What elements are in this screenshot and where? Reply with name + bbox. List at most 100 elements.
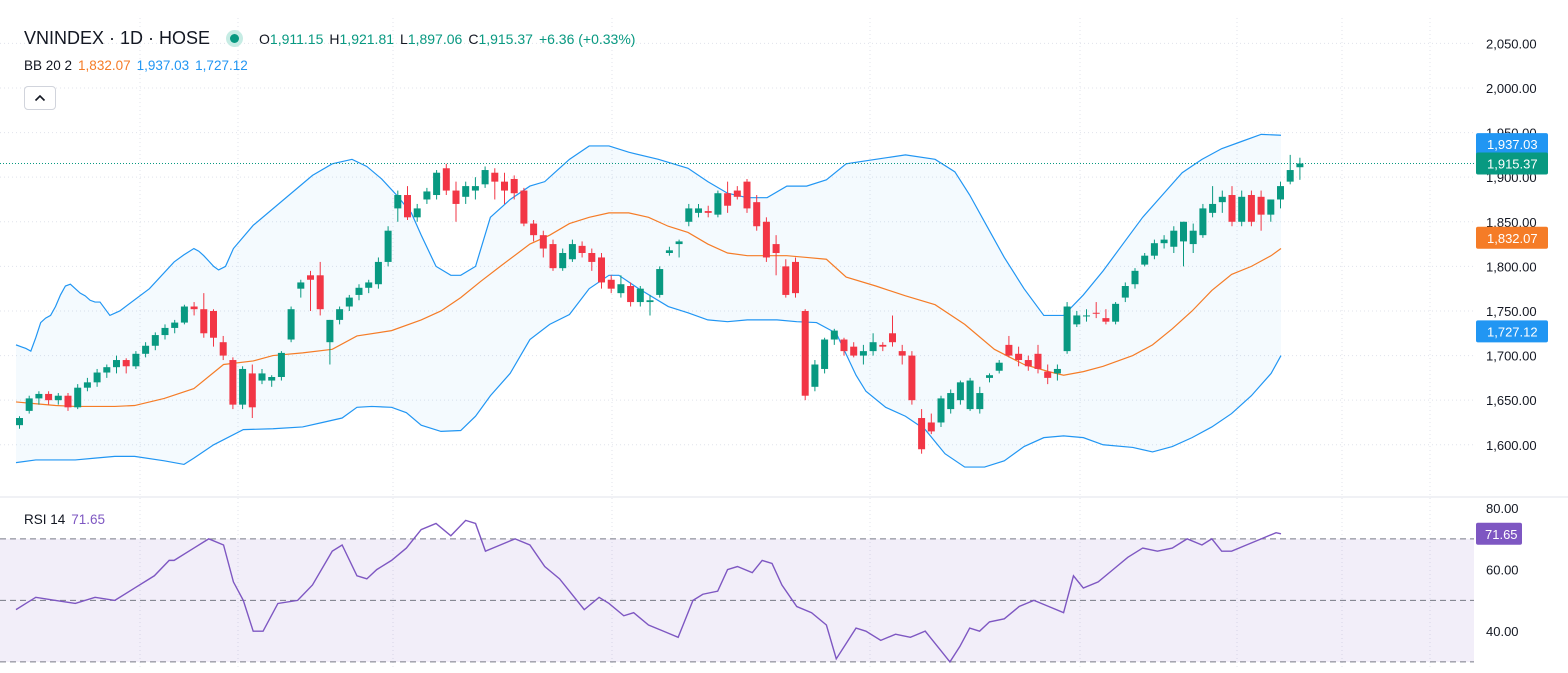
- candle-body: [277, 352, 285, 377]
- candle: [1044, 364, 1052, 385]
- rsi-legend[interactable]: RSI 14 71.65: [24, 512, 105, 527]
- bb-basis-value: 1,832.07: [78, 58, 131, 73]
- candle-body: [598, 257, 605, 283]
- candle: [646, 294, 654, 316]
- candle: [607, 275, 615, 294]
- candle-body: [704, 211, 712, 213]
- candle-body: [404, 195, 411, 218]
- candle: [190, 302, 198, 316]
- candle-body: [627, 286, 635, 303]
- candle: [656, 266, 664, 298]
- candle: [1005, 335, 1013, 358]
- candle-body: [210, 310, 217, 338]
- candle: [665, 246, 673, 256]
- candle-body: [724, 193, 732, 206]
- candle-body: [559, 253, 567, 269]
- candle-body: [811, 364, 819, 387]
- candle-body: [840, 339, 848, 352]
- candle: [394, 190, 402, 222]
- candle: [578, 241, 586, 258]
- candle: [45, 391, 53, 405]
- price-badge-label: 1,937.03: [1487, 137, 1538, 152]
- candle-body: [1015, 353, 1023, 361]
- price-tick-label: 1,750.00: [1486, 304, 1537, 319]
- candle-body: [753, 202, 761, 227]
- price-badge-label: 1,915.37: [1487, 156, 1538, 171]
- candle: [297, 279, 305, 298]
- candle: [1092, 302, 1100, 319]
- candle-body: [190, 306, 198, 310]
- candle: [433, 170, 441, 200]
- candle: [287, 306, 295, 343]
- candle-body: [423, 191, 431, 200]
- candle: [714, 190, 722, 218]
- candle: [792, 257, 799, 298]
- change-value: +6.36 (+0.33%): [538, 31, 636, 47]
- candle-body: [442, 168, 450, 191]
- candle: [1160, 235, 1168, 249]
- collapse-legend-button[interactable]: [24, 86, 56, 110]
- candle-body: [1257, 196, 1265, 215]
- candle-body: [510, 178, 518, 194]
- candle-body: [1170, 230, 1178, 247]
- low-value: 1,897.06: [407, 31, 463, 47]
- candle-body: [743, 181, 751, 209]
- bb-label: BB 20 2: [24, 58, 73, 73]
- symbol-title: VNINDEX · 1D · HOSE: [24, 28, 211, 48]
- candle-body: [986, 375, 993, 378]
- candle-body: [976, 393, 984, 410]
- rsi-tick-label: 80.00: [1486, 501, 1519, 516]
- candle: [782, 259, 790, 298]
- candle: [889, 315, 896, 347]
- candle: [976, 386, 984, 414]
- candle-body: [326, 319, 334, 343]
- candle: [753, 195, 761, 231]
- candle-body: [54, 395, 62, 401]
- candle-body: [821, 339, 829, 369]
- candle-body: [1160, 239, 1168, 244]
- candle: [345, 294, 353, 311]
- candle: [530, 219, 538, 242]
- candle-body: [103, 367, 111, 373]
- candle: [627, 282, 635, 307]
- price-badge: 1,915.37: [1476, 152, 1548, 175]
- candle: [501, 172, 508, 204]
- bb-legend[interactable]: BB 20 2 1,832.07 1,937.03 1,727.12: [24, 58, 248, 73]
- rsi-pane: 80.00 60.00 40.00 71.65: [0, 501, 1522, 664]
- rsi-badge-label: 71.65: [1485, 527, 1518, 542]
- candle: [510, 175, 518, 200]
- candle-body: [64, 395, 72, 408]
- candle: [840, 337, 848, 356]
- candle: [151, 332, 159, 351]
- candle-body: [1092, 312, 1100, 314]
- candle: [93, 368, 101, 387]
- candle: [1228, 186, 1236, 227]
- price-badge-bg: [1476, 152, 1548, 175]
- rsi-label: RSI 14: [24, 512, 66, 527]
- candle-body: [1238, 196, 1246, 222]
- candle: [685, 203, 693, 227]
- candle-body: [93, 372, 101, 383]
- candle: [1286, 154, 1294, 185]
- candle-body: [316, 275, 324, 310]
- candle: [995, 360, 1003, 374]
- candle: [908, 351, 916, 405]
- candle-body: [268, 376, 276, 381]
- price-tick-label: 1,650.00: [1486, 393, 1537, 408]
- candle: [132, 351, 140, 369]
- candle: [404, 186, 411, 220]
- candle-body: [501, 181, 508, 191]
- candle: [161, 324, 169, 340]
- candle-body: [956, 382, 964, 401]
- candle: [675, 239, 683, 258]
- candle-body: [1034, 353, 1042, 369]
- candle-body: [1218, 196, 1226, 203]
- candle-body: [161, 327, 169, 336]
- candle: [733, 186, 741, 200]
- candle: [762, 217, 770, 262]
- candle-body: [1131, 270, 1139, 285]
- candle-body: [782, 266, 790, 295]
- candle: [413, 203, 421, 222]
